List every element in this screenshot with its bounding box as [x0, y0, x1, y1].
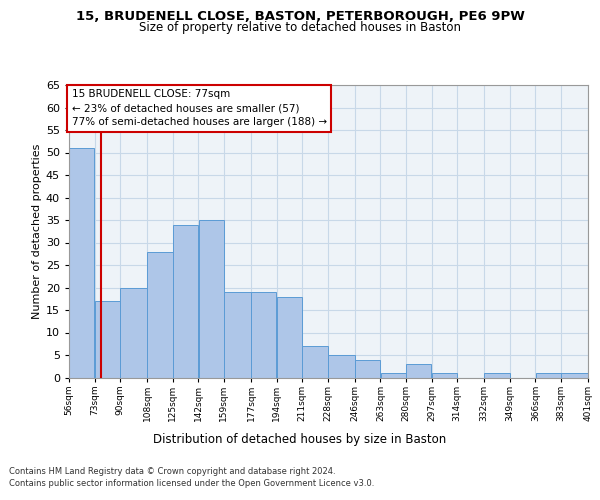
Bar [432, 373, 457, 378]
Bar [69, 148, 94, 378]
Bar [199, 220, 224, 378]
Bar [224, 292, 251, 378]
Text: Contains public sector information licensed under the Open Government Licence v3: Contains public sector information licen… [9, 479, 374, 488]
Bar [561, 373, 588, 378]
Text: Contains HM Land Registry data © Crown copyright and database right 2024.: Contains HM Land Registry data © Crown c… [9, 468, 335, 476]
Bar [148, 252, 173, 378]
Bar [173, 224, 198, 378]
Bar [536, 373, 560, 378]
Bar [484, 373, 509, 378]
Bar [121, 288, 147, 378]
Bar [380, 373, 406, 378]
Bar [302, 346, 328, 378]
Bar [328, 355, 355, 378]
Text: Size of property relative to detached houses in Baston: Size of property relative to detached ho… [139, 22, 461, 35]
Bar [95, 301, 120, 378]
Text: Distribution of detached houses by size in Baston: Distribution of detached houses by size … [154, 432, 446, 446]
Text: 15 BRUDENELL CLOSE: 77sqm
← 23% of detached houses are smaller (57)
77% of semi-: 15 BRUDENELL CLOSE: 77sqm ← 23% of detac… [71, 90, 327, 128]
Bar [277, 296, 302, 378]
Text: 15, BRUDENELL CLOSE, BASTON, PETERBOROUGH, PE6 9PW: 15, BRUDENELL CLOSE, BASTON, PETERBOROUG… [76, 10, 524, 23]
Bar [355, 360, 380, 378]
Bar [406, 364, 431, 378]
Bar [251, 292, 277, 378]
Y-axis label: Number of detached properties: Number of detached properties [32, 144, 41, 319]
